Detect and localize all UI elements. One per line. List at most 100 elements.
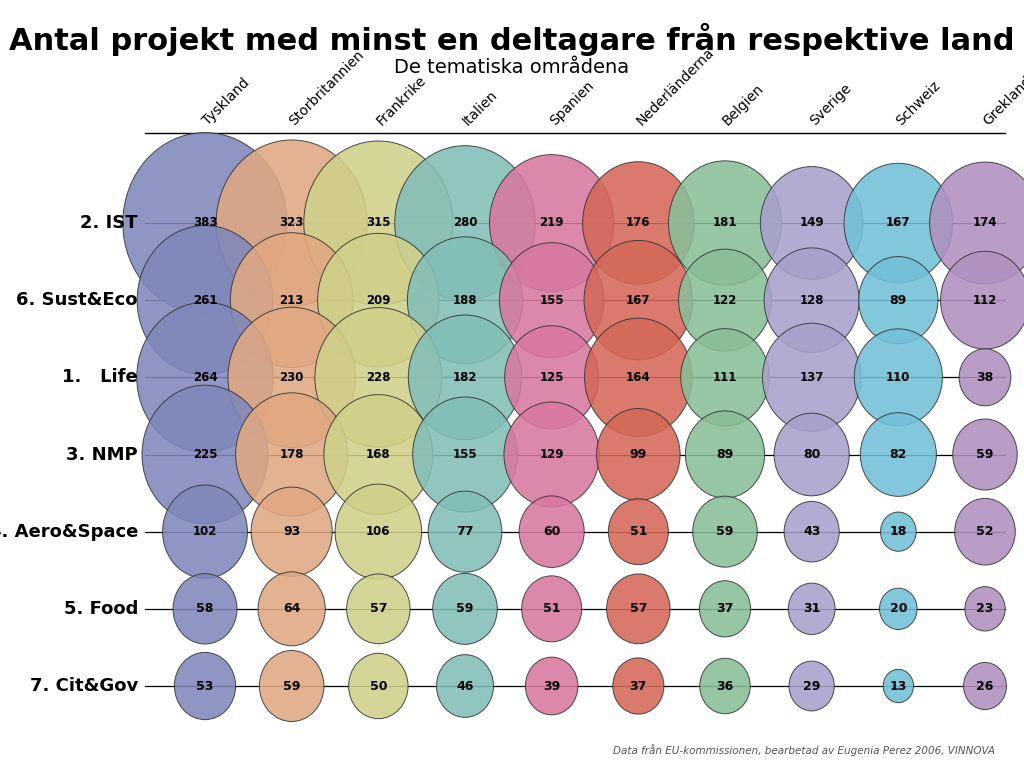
Text: 155: 155 [453, 448, 477, 461]
Text: 46: 46 [457, 680, 474, 693]
Text: 5. Food: 5. Food [63, 600, 138, 617]
Ellipse shape [859, 257, 938, 344]
Text: 59: 59 [717, 525, 733, 538]
Text: 182: 182 [453, 371, 477, 384]
Ellipse shape [413, 397, 517, 512]
Text: 112: 112 [973, 293, 997, 306]
Text: 106: 106 [367, 525, 390, 538]
Text: 93: 93 [283, 525, 300, 538]
Ellipse shape [597, 409, 680, 501]
Text: 6. Sust&Eco: 6. Sust&Eco [16, 291, 138, 310]
Ellipse shape [612, 658, 664, 714]
Ellipse shape [854, 329, 942, 425]
Ellipse shape [699, 658, 751, 713]
Ellipse shape [315, 307, 441, 447]
Text: 3. NMP: 3. NMP [67, 445, 138, 464]
Ellipse shape [774, 413, 849, 496]
Text: 125: 125 [540, 371, 564, 384]
Text: 149: 149 [800, 217, 824, 230]
Ellipse shape [436, 654, 494, 717]
Ellipse shape [433, 574, 498, 644]
Ellipse shape [930, 162, 1024, 284]
Text: Grekland: Grekland [980, 74, 1024, 128]
Text: 174: 174 [973, 217, 997, 230]
Text: 53: 53 [197, 680, 214, 693]
Text: 52: 52 [976, 525, 993, 538]
Ellipse shape [335, 484, 422, 579]
Ellipse shape [230, 233, 353, 368]
Ellipse shape [764, 248, 859, 353]
Ellipse shape [123, 133, 287, 313]
Text: 58: 58 [197, 602, 214, 615]
Text: 89: 89 [717, 448, 733, 461]
Text: Schweiz: Schweiz [893, 78, 943, 128]
Text: 209: 209 [367, 293, 390, 306]
Ellipse shape [941, 251, 1024, 349]
Ellipse shape [408, 237, 522, 363]
Text: Nederländerna: Nederländerna [634, 45, 717, 128]
Text: 228: 228 [367, 371, 390, 384]
Ellipse shape [259, 650, 324, 721]
Ellipse shape [137, 303, 273, 452]
Text: 43: 43 [803, 525, 820, 538]
Ellipse shape [679, 249, 771, 351]
Ellipse shape [784, 502, 840, 562]
Text: 280: 280 [453, 217, 477, 230]
Ellipse shape [964, 663, 1007, 710]
Text: 323: 323 [280, 217, 304, 230]
Ellipse shape [258, 572, 326, 646]
Text: Antal projekt med minst en deltagare från respektive land: Antal projekt med minst en deltagare frå… [9, 23, 1015, 56]
Text: 59: 59 [976, 448, 993, 461]
Text: 128: 128 [800, 293, 824, 306]
Text: Belgien: Belgien [720, 81, 767, 128]
Text: 129: 129 [540, 448, 564, 461]
Text: 2. IST: 2. IST [80, 214, 138, 232]
Text: 80: 80 [803, 448, 820, 461]
Ellipse shape [952, 419, 1017, 490]
Ellipse shape [137, 226, 272, 375]
Text: 31: 31 [803, 602, 820, 615]
Text: 26: 26 [976, 680, 993, 693]
Text: De tematiska områdena: De tematiska områdena [394, 58, 630, 77]
Ellipse shape [761, 167, 863, 280]
Ellipse shape [959, 349, 1011, 406]
Ellipse shape [216, 140, 368, 306]
Text: 51: 51 [543, 602, 560, 615]
Ellipse shape [409, 315, 521, 439]
Ellipse shape [608, 498, 669, 564]
Text: Tyskland: Tyskland [200, 76, 253, 128]
Ellipse shape [525, 657, 578, 715]
Text: 4. Aero&Space: 4. Aero&Space [0, 523, 138, 541]
Ellipse shape [228, 307, 355, 448]
Text: 51: 51 [630, 525, 647, 538]
Text: 225: 225 [193, 448, 217, 461]
Text: 37: 37 [717, 602, 733, 615]
Ellipse shape [790, 661, 835, 711]
Ellipse shape [500, 243, 604, 358]
Text: 13: 13 [890, 680, 907, 693]
Text: 219: 219 [540, 217, 564, 230]
Text: 57: 57 [370, 602, 387, 615]
Text: Storbritannien: Storbritannien [287, 48, 368, 128]
Ellipse shape [142, 386, 268, 524]
Ellipse shape [669, 161, 781, 285]
Ellipse shape [965, 587, 1006, 631]
Text: 37: 37 [630, 680, 647, 693]
Ellipse shape [681, 329, 769, 426]
Text: 23: 23 [976, 602, 993, 615]
Text: 59: 59 [457, 602, 474, 615]
Text: 36: 36 [717, 680, 733, 693]
Text: 20: 20 [890, 602, 907, 615]
Ellipse shape [954, 498, 1015, 565]
Ellipse shape [763, 323, 861, 432]
Ellipse shape [163, 485, 248, 578]
Text: Spanien: Spanien [547, 78, 596, 128]
Text: 111: 111 [713, 371, 737, 384]
Text: 57: 57 [630, 602, 647, 615]
Text: 261: 261 [193, 293, 217, 306]
Text: 60: 60 [543, 525, 560, 538]
Ellipse shape [347, 574, 410, 644]
Text: Data från EU-kommissionen, bearbetad av Eugenia Perez 2006, VINNOVA: Data från EU-kommissionen, bearbetad av … [613, 744, 995, 756]
Text: 155: 155 [540, 293, 564, 306]
Text: 110: 110 [886, 371, 910, 384]
